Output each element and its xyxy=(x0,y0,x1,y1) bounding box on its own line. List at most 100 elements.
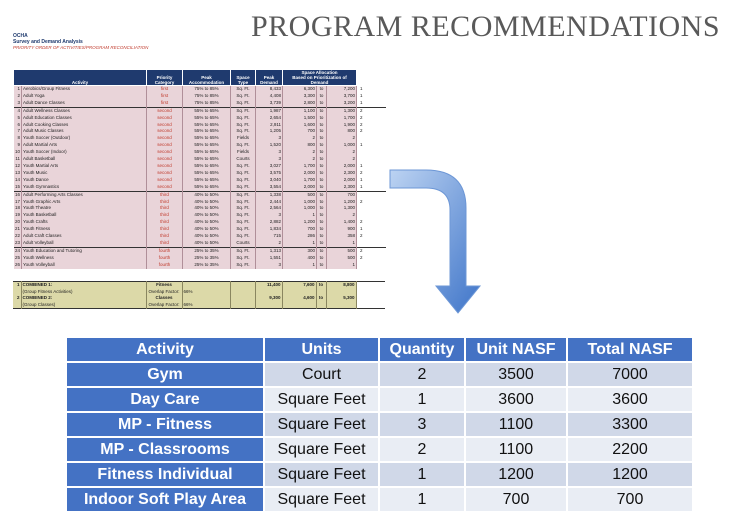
row-alloc-high: 3,200 xyxy=(326,99,358,108)
table-row: 8 Youth Soccer (Outdoor) second 55% to 65% F… xyxy=(13,135,386,143)
row-space-type: Fields xyxy=(230,149,257,157)
combined-number: 1 xyxy=(13,281,22,289)
summary-units: Square Feet xyxy=(265,388,378,411)
row-accommodation: 55% to 65% xyxy=(182,176,232,184)
page-title: PROGRAM RECOMMENDATIONS xyxy=(250,10,721,43)
row-alloc-to: to xyxy=(316,219,328,227)
row-alloc-to: to xyxy=(316,106,328,115)
row-space-type: Sq. Ft. xyxy=(230,183,257,192)
summary-quantity: 2 xyxy=(380,438,464,461)
row-alloc-low: 1,000 xyxy=(282,198,318,206)
row-priority: first xyxy=(146,85,184,93)
table-row: 3 Adult Dance Classes first 75% to 85% Sq. F… xyxy=(13,99,386,108)
row-side-note: 2 xyxy=(356,198,386,206)
row-alloc-high: 500 xyxy=(326,246,358,255)
row-accommodation: 25% to 35% xyxy=(182,261,232,269)
row-accommodation: 75% to 85% xyxy=(182,92,232,100)
summary-units: Square Feet xyxy=(265,488,378,511)
row-accommodation: 40% to 50% xyxy=(182,205,232,213)
row-priority: second xyxy=(146,162,184,170)
row-activity: Youth Education and Tutoring xyxy=(21,246,148,255)
combined-side xyxy=(356,295,385,302)
table-row: 25 Youth Wellness fourth 25% to 35% Sq. Ft. 1… xyxy=(13,254,386,262)
summary-header-quantity: Quantity xyxy=(380,338,464,361)
row-number: 11 xyxy=(13,156,22,163)
combined-label: COMBINED 1: xyxy=(21,281,147,289)
row-number: 20 xyxy=(13,219,22,227)
combined-blank xyxy=(230,295,256,302)
col-allocation: Space Allocation Based on Prioritization… xyxy=(282,69,358,86)
row-alloc-to: to xyxy=(316,183,328,192)
row-number: 4 xyxy=(13,106,22,115)
row-number: 7 xyxy=(13,128,22,136)
row-alloc-to: to xyxy=(316,261,328,269)
row-alloc-to: to xyxy=(316,99,328,108)
summary-row: MP - Classrooms Square Feet 2 1100 2200 xyxy=(67,438,692,461)
row-number: 22 xyxy=(13,233,22,240)
row-activity: Youth Wellness xyxy=(21,254,148,262)
row-alloc-high: 1,300 xyxy=(326,106,358,115)
row-activity: Youth Theatre xyxy=(21,205,148,213)
row-priority: second xyxy=(146,183,184,192)
row-accommodation: 40% to 50% xyxy=(182,226,232,234)
row-side-note: 2 xyxy=(356,246,386,255)
row-alloc-low: 1,000 xyxy=(282,205,318,213)
summary-quantity: 1 xyxy=(380,488,464,511)
row-demand: 2,564 xyxy=(255,205,284,213)
row-demand: 1,551 xyxy=(255,254,284,262)
col-space-type: Space Type xyxy=(230,69,257,86)
row-alloc-low: 2 xyxy=(282,156,318,163)
row-accommodation: 40% to 50% xyxy=(182,219,232,227)
combined-row: (Group Fitness Activities) Overlap Factor… xyxy=(13,288,385,295)
row-accommodation: 40% to 50% xyxy=(182,198,232,206)
row-side-note xyxy=(356,156,386,163)
row-alloc-to: to xyxy=(316,205,328,213)
row-number: 9 xyxy=(13,142,22,150)
row-alloc-low: 500 xyxy=(282,190,318,199)
combined-pct: 66% xyxy=(182,301,231,309)
row-number: 16 xyxy=(13,190,22,199)
row-priority: third xyxy=(146,190,184,199)
row-activity: Adult Yoga xyxy=(21,92,148,100)
row-alloc-high: 1 xyxy=(326,261,358,269)
row-number: 15 xyxy=(13,183,22,192)
row-space-type: Fields xyxy=(230,135,257,143)
row-alloc-to: to xyxy=(316,92,328,100)
sheet-caption: PRIORITY ORDER OF ACTIVITIES/PROGRAM REC… xyxy=(13,45,149,50)
row-accommodation: 55% to 65% xyxy=(182,142,232,150)
summary-activity: Day Care xyxy=(67,388,263,411)
down-arrow-icon xyxy=(389,169,482,314)
row-side-note xyxy=(356,205,386,213)
row-priority: first xyxy=(146,99,184,108)
row-number: 19 xyxy=(13,212,22,220)
combined-table: 1 COMBINED 1: Fitness 11,400 7,600 to 8,800 (Gr… xyxy=(13,281,385,309)
row-space-type: Sq. Ft. xyxy=(230,128,257,136)
table-row: 16 Adult Performing Arts Classes third 40% … xyxy=(13,190,386,199)
row-accommodation: 55% to 65% xyxy=(182,156,232,163)
table-row: 20 Youth Crafts third 40% to 50% Sq. Ft. 2,88… xyxy=(13,219,386,227)
row-accommodation: 55% to 65% xyxy=(182,149,232,157)
row-accommodation: 40% to 50% xyxy=(182,239,232,248)
row-side-note: 2 xyxy=(356,114,386,122)
row-alloc-high: 500 xyxy=(326,254,358,262)
row-number: 13 xyxy=(13,169,22,177)
row-demand: 1,313 xyxy=(255,246,284,255)
row-alloc-to: to xyxy=(316,114,328,122)
row-alloc-to: to xyxy=(316,142,328,150)
combined-category: Overlap Factor: xyxy=(146,301,183,309)
summary-activity: Fitness Individual xyxy=(67,463,263,486)
row-accommodation: 55% to 65% xyxy=(182,183,232,192)
summary-quantity: 1 xyxy=(380,388,464,411)
summary-unit-nasf: 3600 xyxy=(466,388,566,411)
combined-demand: 11,400 xyxy=(255,281,283,289)
combined-number xyxy=(13,301,22,309)
row-alloc-low: 6,300 xyxy=(282,85,318,93)
row-demand: 2,882 xyxy=(255,219,284,227)
row-alloc-high: 2,300 xyxy=(326,183,358,192)
summary-quantity: 3 xyxy=(380,413,464,436)
table-row: 21 Youth Fitness third 40% to 50% Sq. Ft. 1,8… xyxy=(13,226,386,234)
row-alloc-to: to xyxy=(316,156,328,163)
table-row: 24 Youth Education and Tutoring fourth 25% … xyxy=(13,246,386,255)
combined-demand: 9,300 xyxy=(255,295,283,302)
row-alloc-high: 358 xyxy=(326,233,358,240)
